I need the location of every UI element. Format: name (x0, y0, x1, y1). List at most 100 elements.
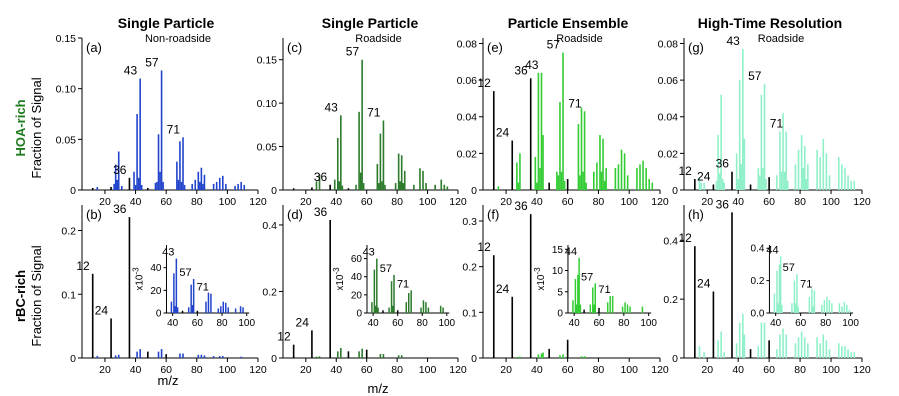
inset-bar-mz-45 (781, 304, 783, 313)
bar-mz-15 (497, 186, 500, 190)
inset-peak-label-44: 44 (766, 244, 778, 256)
bar-mz-85 (203, 174, 206, 190)
peak-label-43: 43 (726, 34, 740, 48)
x-tick-label: 120 (651, 364, 669, 376)
bar-mz-27 (717, 340, 719, 358)
x-tick-label: 20 (300, 364, 312, 376)
bar-mz-69 (379, 354, 382, 358)
y-tick-label: 0.1 (61, 289, 76, 301)
inset-peak-label-57: 57 (783, 262, 795, 274)
bar-mz-29 (117, 354, 120, 358)
peak-label-24: 24 (496, 126, 510, 140)
bar-mz-111 (645, 168, 647, 190)
bar-mz-15 (96, 186, 99, 190)
bar-mz-109 (440, 179, 443, 190)
bar-mz-107 (237, 183, 239, 190)
inset-bar-mz-58 (797, 306, 799, 313)
x-tick-label: 100 (419, 364, 437, 376)
row-label-hoa-text: Fraction of Signal (29, 77, 44, 178)
y-tick-label: 0.2 (462, 262, 477, 274)
bar-mz-28 (718, 173, 721, 190)
inset-bar-mz-81 (422, 300, 425, 313)
peak-label-12: 12 (678, 164, 692, 178)
bar-mz-15 (96, 356, 99, 358)
y-tick-label: 0 (271, 185, 277, 197)
bar-mz-91 (816, 149, 818, 190)
bar-mz-67 (176, 161, 178, 190)
inset-bar-mz-69 (407, 293, 410, 313)
inset-bar-mz-55 (592, 287, 594, 313)
bar-mz-40 (737, 179, 739, 190)
bar-mz-72 (786, 180, 789, 190)
bar-mz-83 (200, 167, 203, 190)
bar-mz-31 (120, 185, 123, 190)
inset-x-tick-label: 60 (593, 318, 605, 329)
y-tick-label: 0 (471, 185, 477, 197)
bar-black-mz-60 (365, 349, 368, 358)
inset-bar-mz-81 (826, 296, 828, 313)
bar-mz-83 (400, 155, 403, 190)
inset-bar-mz-69 (609, 296, 611, 313)
y-tick-label: 0 (672, 353, 678, 365)
inset-y-tick-label: 5 (557, 287, 563, 298)
inset-bar-mz-39 (773, 293, 776, 313)
peak-label-71: 71 (770, 116, 784, 130)
peak-label-57: 57 (346, 45, 360, 59)
inset-bar-black-mz-48 (382, 310, 384, 313)
bar-mz-42 (740, 164, 743, 190)
inset-bar-mz-79 (621, 306, 624, 313)
bar-mz-85 (605, 168, 607, 190)
bar-mz-44 (542, 135, 544, 190)
inset-y-tick-label: 40 (150, 263, 162, 274)
y-tick-label: 0.02 (658, 148, 679, 160)
bar-mz-79 (797, 149, 800, 190)
bar-mz-41 (336, 351, 339, 358)
bar-mz-79 (596, 162, 598, 190)
bar-mz-70 (582, 171, 584, 190)
inset-bar-mz-97 (242, 307, 244, 313)
bar-mz-72 (384, 184, 386, 190)
inset-bar-mz-97 (846, 304, 848, 313)
bar-mz-69 (580, 107, 583, 190)
inset-y-tick-label: 0 (557, 309, 563, 320)
inset-bar-mz-97 (442, 307, 444, 313)
bar-mz-97 (422, 170, 424, 190)
peak-label-43: 43 (525, 58, 539, 72)
bar-black-mz-12 (694, 246, 696, 358)
bar-mz-93 (819, 157, 822, 190)
y-tick-label: 0.06 (658, 75, 679, 87)
y-tick-label: 0 (672, 185, 678, 197)
bar-mz-97 (222, 175, 224, 190)
inset-bar-mz-85 (227, 307, 229, 313)
inset-bar-mz-77 (821, 304, 823, 313)
bar-mz-57 (562, 52, 564, 190)
inset-y-tick-label: 0.4 (751, 244, 765, 255)
inset-x-tick-label: 60 (795, 318, 807, 329)
bar-mz-43 (340, 115, 342, 190)
y-tick-label: 0 (70, 185, 76, 197)
bar-mz-111 (847, 175, 849, 190)
bar-mz-29 (318, 174, 321, 190)
bar-mz-79 (797, 337, 800, 358)
bar-mz-85 (403, 170, 406, 190)
inset-bar-mz-43 (175, 258, 178, 313)
x-tick-label: 80 (391, 364, 403, 376)
x-tick-label: 120 (249, 364, 267, 376)
panel-a: 0 0.05 0.10 0.15 20 40 60 80 100 120 (a) Non-roadsi… (56, 33, 267, 208)
bar-black-mz-48 (347, 351, 350, 358)
peak-label-12: 12 (678, 231, 692, 245)
peak-label-24: 24 (95, 303, 109, 317)
y-tick-label: 0.2 (262, 286, 277, 298)
bar-mz-40 (134, 184, 137, 190)
inset-bar-mz-81 (222, 301, 225, 313)
bar-mz-53 (556, 171, 558, 190)
inset-bar-black-mz-60 (598, 307, 600, 313)
x-tick-label: 40 (531, 196, 543, 208)
x-tick-label: 60 (361, 364, 373, 376)
bar-mz-55 (559, 355, 561, 358)
bar-mz-57 (160, 70, 163, 190)
bar-black-mz-24 (110, 186, 112, 190)
bar-mz-55 (157, 351, 160, 358)
inset-bar-mz-43 (376, 258, 378, 313)
y-tick-label: 0.15 (56, 33, 77, 45)
